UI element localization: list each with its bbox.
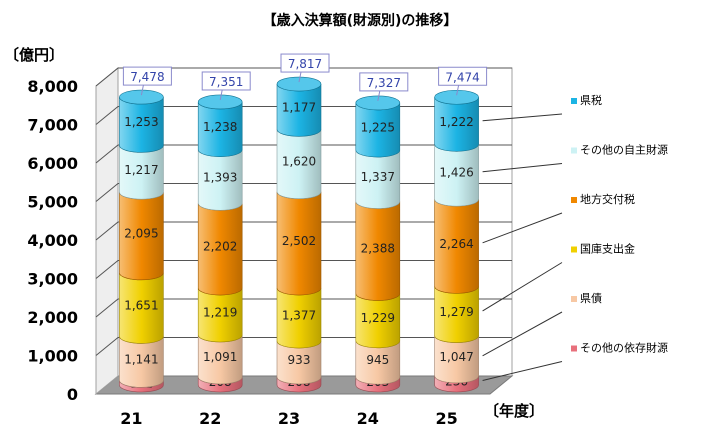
total-label-pointer bbox=[298, 71, 302, 83]
gridline bbox=[95, 67, 512, 87]
data-label: 2,502 bbox=[282, 234, 316, 248]
data-label: 2,202 bbox=[203, 240, 237, 254]
data-label: 1,141 bbox=[124, 352, 158, 366]
total-label-box bbox=[438, 66, 488, 86]
bar-top-cap bbox=[276, 76, 322, 92]
legend-label: その他の依存財源 bbox=[580, 341, 668, 355]
legend-leader-line bbox=[482, 361, 563, 381]
legend-swatch bbox=[571, 197, 577, 203]
data-label: 1,393 bbox=[203, 170, 237, 184]
legend-label: その他の自主財源 bbox=[580, 143, 668, 157]
total-label: 7,351 bbox=[209, 75, 243, 89]
total-label-pointer bbox=[219, 89, 223, 101]
total-label-pointer bbox=[140, 84, 144, 96]
y-tick-label: 5,000 bbox=[27, 193, 78, 212]
bar-top-cap bbox=[355, 95, 401, 111]
x-tick-label: 23 bbox=[278, 409, 300, 428]
data-label: 1,217 bbox=[124, 163, 158, 177]
legend-label: 県税 bbox=[580, 93, 602, 107]
x-tick-label: 21 bbox=[120, 409, 142, 428]
y-tick-label: 0 bbox=[67, 385, 78, 404]
total-label-box bbox=[122, 66, 172, 86]
legend-label: 国庫支出金 bbox=[580, 242, 635, 256]
total-label: 7,817 bbox=[288, 57, 322, 71]
data-label: 2,264 bbox=[439, 237, 473, 251]
legend-swatch bbox=[571, 296, 577, 302]
data-label: 1,620 bbox=[282, 155, 316, 169]
legend-leader-line bbox=[482, 113, 563, 122]
legend-swatch bbox=[571, 246, 577, 253]
legend-swatch bbox=[571, 345, 577, 352]
total-label: 7,327 bbox=[367, 76, 401, 90]
data-label: 1,225 bbox=[361, 120, 395, 134]
y-tick-label: 2,000 bbox=[27, 308, 78, 327]
data-label: 1,253 bbox=[124, 115, 158, 129]
x-tick-label: 25 bbox=[435, 409, 457, 428]
x-tick-label: 22 bbox=[199, 409, 221, 428]
data-label: 933 bbox=[288, 353, 311, 367]
legend-swatch bbox=[571, 98, 577, 104]
legend-leader-line bbox=[482, 311, 563, 357]
total-label-pointer bbox=[377, 90, 381, 102]
data-label: 945 bbox=[366, 353, 389, 367]
legend-swatch bbox=[571, 147, 577, 154]
legend-leader-line bbox=[482, 212, 563, 244]
x-tick-label: 24 bbox=[357, 409, 379, 428]
total-label-pointer bbox=[456, 85, 460, 96]
y-tick-label: 3,000 bbox=[27, 270, 78, 289]
legend-label: 県債 bbox=[580, 291, 602, 305]
data-label: 2,095 bbox=[124, 227, 158, 241]
y-tick-label: 4,000 bbox=[27, 231, 78, 250]
bar-top-cap bbox=[119, 89, 164, 105]
data-label: 1,222 bbox=[439, 115, 473, 129]
data-label: 1,651 bbox=[124, 299, 158, 313]
total-label-box bbox=[359, 72, 409, 92]
y-tick-label: 8,000 bbox=[27, 77, 78, 96]
total-label: 7,478 bbox=[130, 70, 164, 84]
y-axis-unit: 〔億円〕 bbox=[4, 46, 65, 64]
y-tick-label: 7,000 bbox=[27, 116, 78, 135]
data-label: 1,426 bbox=[439, 166, 473, 180]
bar-top-cap bbox=[434, 89, 479, 105]
legend-leader-line bbox=[482, 262, 563, 312]
data-label: 2,388 bbox=[361, 242, 395, 256]
data-label: 1,091 bbox=[203, 350, 237, 364]
total-label-box bbox=[201, 71, 251, 91]
y-tick-label: 6,000 bbox=[27, 154, 78, 173]
data-label: 1,047 bbox=[439, 350, 473, 364]
data-label: 1,337 bbox=[361, 170, 395, 184]
data-label: 1,279 bbox=[439, 305, 473, 319]
data-label: 1,229 bbox=[361, 311, 395, 325]
bar-top-cap bbox=[197, 94, 243, 110]
legend-leader-line bbox=[482, 163, 563, 173]
data-label: 1,238 bbox=[203, 120, 237, 134]
data-label: 1,377 bbox=[282, 309, 316, 323]
chart-title: 【歳入決算額(財源別)の推移】 bbox=[262, 13, 458, 29]
data-label: 1,219 bbox=[203, 306, 237, 320]
total-label-box bbox=[280, 53, 330, 73]
legend-label: 地方交付税 bbox=[580, 192, 635, 206]
data-label: 1,177 bbox=[282, 101, 316, 115]
total-label: 7,474 bbox=[445, 70, 479, 84]
x-axis-unit: 〔年度〕 bbox=[484, 402, 545, 420]
y-tick-label: 1,000 bbox=[27, 347, 78, 366]
